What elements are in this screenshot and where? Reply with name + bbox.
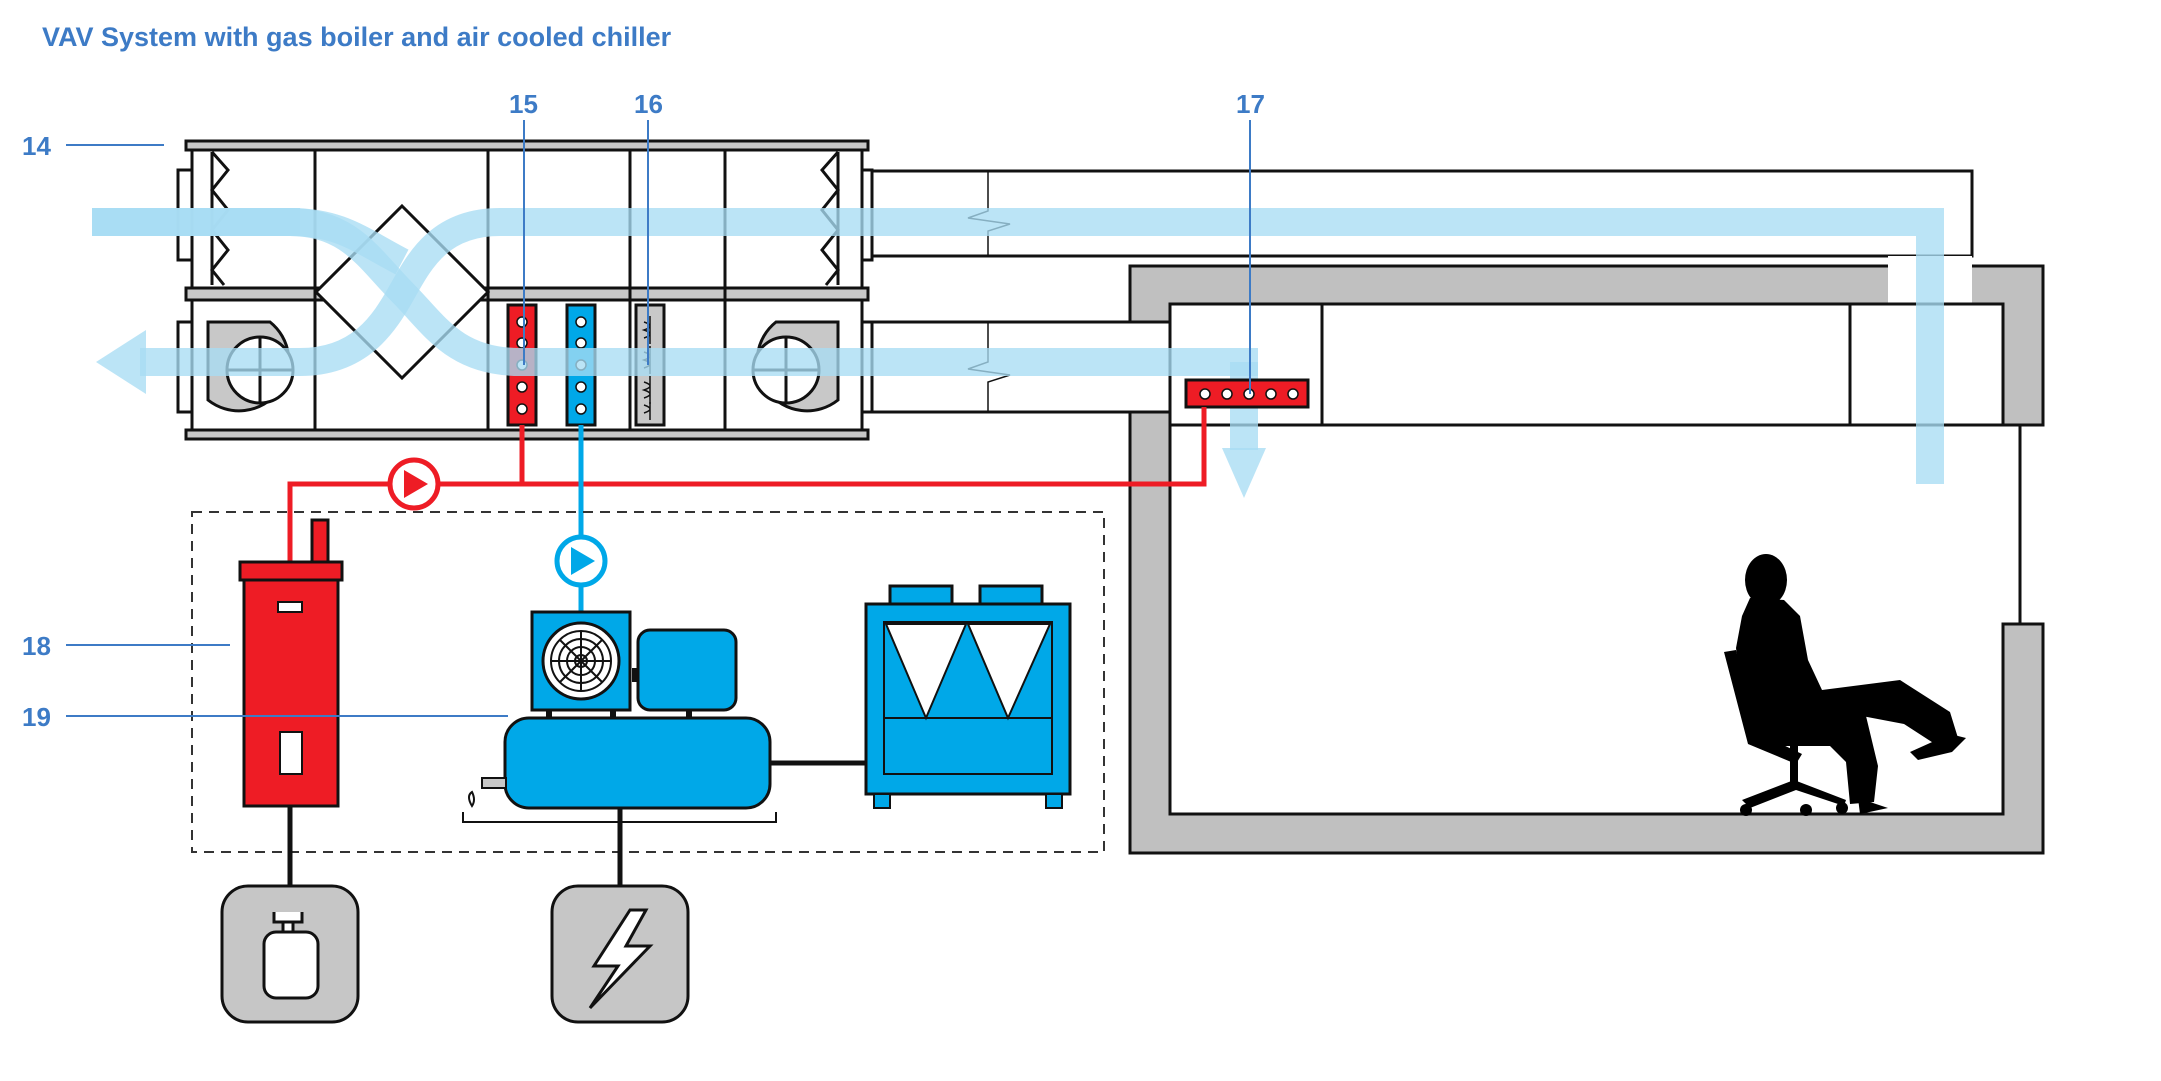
airflow-paths xyxy=(92,208,1944,484)
exhaust-airflow xyxy=(140,208,501,376)
gas-boiler xyxy=(238,518,344,808)
label-18: 18 xyxy=(22,631,51,661)
label-17: 17 xyxy=(1236,89,1265,119)
seated-person-icon xyxy=(1724,554,1966,816)
exhaust-arrow-head xyxy=(96,330,146,394)
building-section xyxy=(1128,264,2045,855)
gas-supply-box xyxy=(220,884,360,1024)
hot-water-pump-icon xyxy=(387,457,441,511)
power-supply-box xyxy=(550,884,690,1024)
label-16: 16 xyxy=(634,89,663,119)
callouts xyxy=(66,120,1251,717)
label-19: 19 xyxy=(22,702,51,732)
label-14: 14 xyxy=(22,131,51,161)
label-15: 15 xyxy=(509,89,538,119)
gas-cylinder-icon xyxy=(262,912,320,1000)
plant-room-boundary xyxy=(191,511,1105,853)
building-wall xyxy=(1128,264,2045,855)
vav-reheat-coil xyxy=(1184,378,1310,409)
chiller-compressor-unit xyxy=(462,610,777,823)
diagram-title: VAV System with gas boiler and air coole… xyxy=(42,22,672,52)
hot-water-piping xyxy=(287,407,1207,565)
lightning-bolt-icon xyxy=(588,908,654,1010)
outdoor-to-supply-airflow xyxy=(92,208,1944,484)
chilled-water-pump-icon xyxy=(554,534,608,588)
ahu-mid-rail xyxy=(184,286,870,302)
air-cooled-condenser xyxy=(864,584,1072,809)
diffuser-arrow-head xyxy=(1222,448,1266,498)
